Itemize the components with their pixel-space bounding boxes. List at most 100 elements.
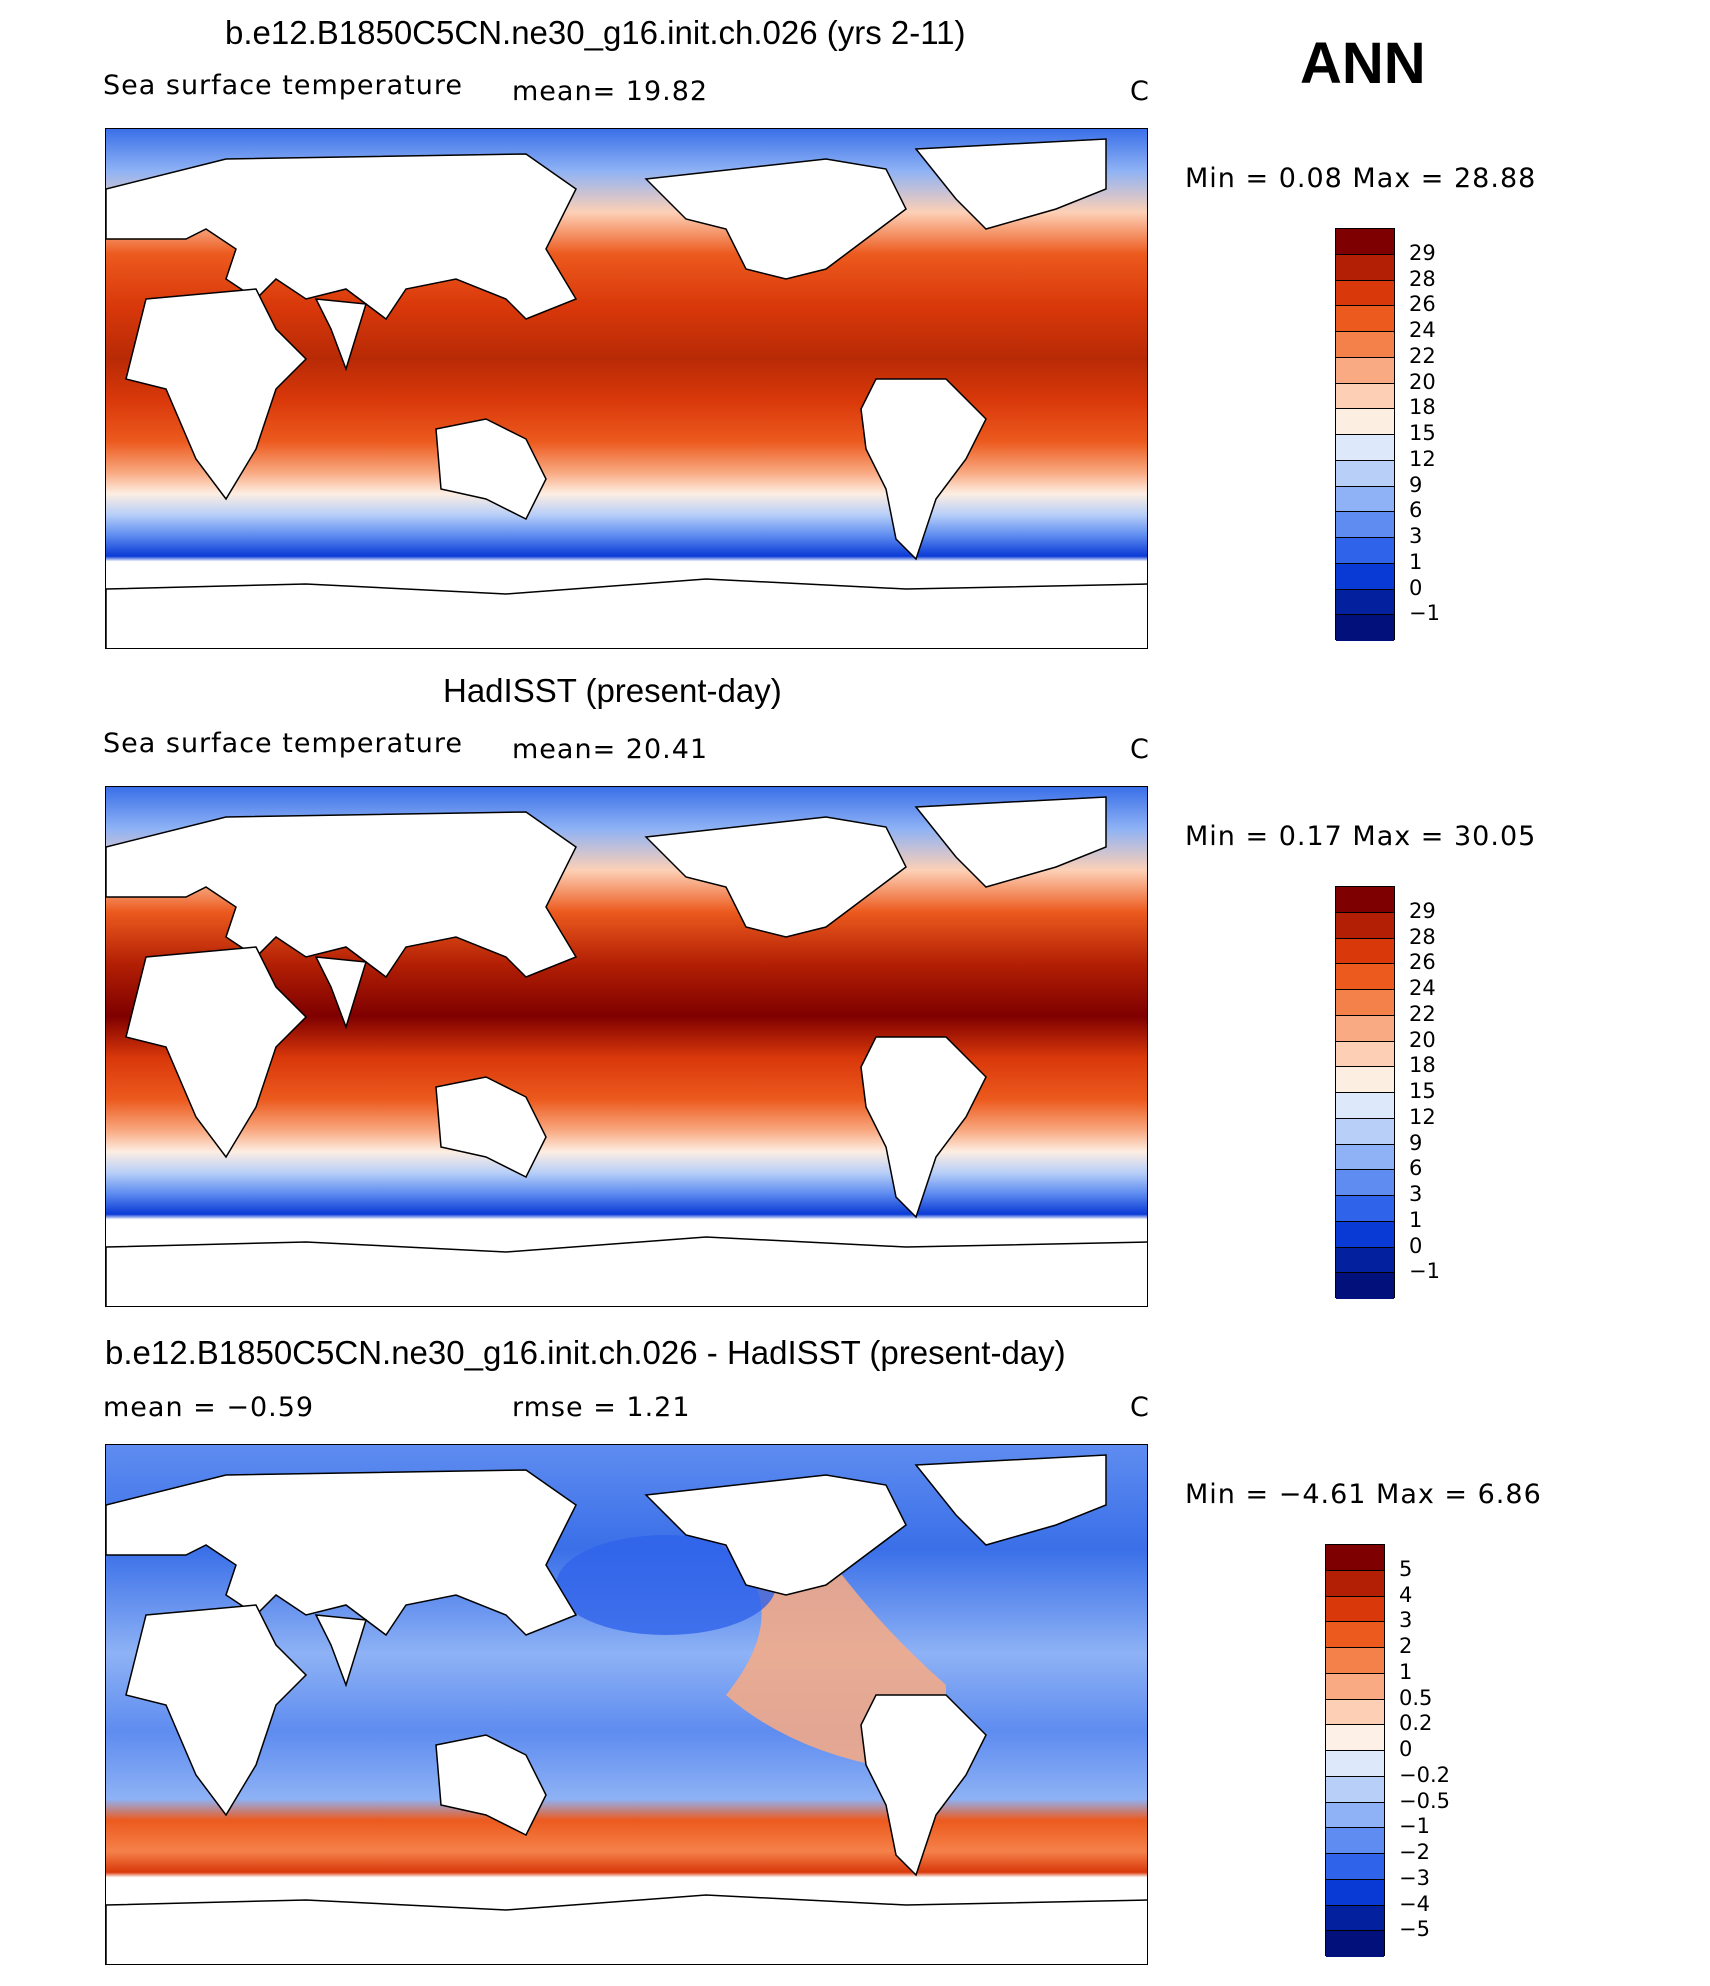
panel2-colorbar <box>1335 886 1395 1299</box>
colorbar-swatch <box>1326 1802 1384 1829</box>
colorbar-swatch <box>1336 280 1394 307</box>
colorbar-swatch <box>1336 1015 1394 1042</box>
colorbar-swatch <box>1336 964 1394 990</box>
colorbar-swatch <box>1336 1093 1394 1119</box>
colorbar-label: 24 <box>1409 976 1436 1000</box>
colorbar-swatch <box>1336 435 1394 461</box>
colorbar-swatch <box>1336 615 1394 641</box>
colorbar-swatch <box>1336 938 1394 965</box>
colorbar-swatch <box>1336 912 1394 939</box>
colorbar-swatch <box>1336 306 1394 332</box>
panel1-title: b.e12.B1850C5CN.ne30_g16.init.ch.026 (yr… <box>225 14 966 51</box>
colorbar-label: 0 <box>1409 1233 1423 1258</box>
panel2-map-svg <box>106 787 1147 1306</box>
colorbar-label: 3 <box>1399 1608 1413 1633</box>
colorbar-swatch <box>1336 563 1394 590</box>
colorbar-swatch <box>1336 357 1394 384</box>
colorbar-label: 1 <box>1409 1207 1423 1232</box>
colorbar-label: 28 <box>1409 924 1436 949</box>
colorbar-swatch <box>1336 332 1394 358</box>
colorbar-swatch <box>1326 1673 1384 1700</box>
panel3-mean: mean = −0.59 <box>103 1392 315 1423</box>
colorbar-label: 12 <box>1409 1104 1436 1129</box>
panel2-map <box>105 786 1148 1307</box>
colorbar-swatch <box>1326 1931 1384 1957</box>
panel3-map <box>105 1444 1148 1965</box>
colorbar-label: 22 <box>1409 1001 1436 1026</box>
colorbar-swatch <box>1336 1067 1394 1093</box>
colorbar-label: 0.5 <box>1399 1685 1433 1710</box>
colorbar-swatch <box>1326 1854 1384 1880</box>
colorbar-swatch <box>1336 1041 1394 1068</box>
colorbar-swatch <box>1336 460 1394 487</box>
colorbar-swatch <box>1336 254 1394 281</box>
colorbar-label: 2 <box>1399 1634 1413 1658</box>
colorbar-swatch <box>1336 1170 1394 1196</box>
panel3-map-svg <box>106 1445 1147 1964</box>
colorbar-label: 4 <box>1399 1582 1413 1607</box>
panel2-title: HadISST (present-day) <box>443 672 782 709</box>
colorbar-label: 29 <box>1409 898 1436 923</box>
colorbar-label: 1 <box>1409 549 1423 574</box>
colorbar-swatch <box>1336 383 1394 410</box>
colorbar-label: 12 <box>1409 446 1436 471</box>
panel1-map <box>105 128 1148 649</box>
season-label: ANN <box>1300 31 1426 96</box>
panel1-unit: C <box>1130 76 1150 107</box>
panel3-rmse: rmse = 1.21 <box>512 1392 691 1423</box>
colorbar-swatch <box>1336 887 1394 913</box>
colorbar-label: 9 <box>1409 1130 1423 1155</box>
colorbar-label: 28 <box>1409 266 1436 291</box>
colorbar-label: 5 <box>1399 1556 1413 1581</box>
colorbar-swatch <box>1326 1622 1384 1648</box>
colorbar-swatch <box>1336 512 1394 538</box>
colorbar-swatch <box>1326 1648 1384 1674</box>
panel2-variable-label: Sea surface temperature <box>103 728 463 759</box>
panel1-variable-label: Sea surface temperature <box>103 70 463 101</box>
colorbar-swatch <box>1336 229 1394 255</box>
panel1-map-svg <box>106 129 1147 648</box>
colorbar-swatch <box>1326 1879 1384 1906</box>
colorbar-label: −3 <box>1399 1865 1430 1890</box>
colorbar-label: 29 <box>1409 240 1436 265</box>
colorbar-swatch <box>1326 1776 1384 1803</box>
colorbar-label: 26 <box>1409 292 1436 317</box>
colorbar-swatch <box>1326 1699 1384 1726</box>
colorbar-label: 0 <box>1409 575 1423 600</box>
colorbar-swatch <box>1326 1725 1384 1751</box>
colorbar-swatch <box>1336 1118 1394 1145</box>
panel3-unit: C <box>1130 1392 1150 1423</box>
colorbar-label: −5 <box>1399 1917 1430 1942</box>
panel3-land <box>106 1454 1147 1964</box>
colorbar-label: 22 <box>1409 343 1436 368</box>
colorbar-swatch <box>1326 1545 1384 1571</box>
colorbar-swatch <box>1336 1144 1394 1171</box>
colorbar-label: 0 <box>1399 1737 1413 1761</box>
panel1-colorbar <box>1335 228 1395 641</box>
colorbar-label: 3 <box>1409 524 1423 548</box>
colorbar-swatch <box>1326 1828 1384 1854</box>
colorbar-swatch <box>1336 486 1394 513</box>
colorbar-swatch <box>1336 1247 1394 1274</box>
colorbar-label: −1 <box>1409 1259 1440 1284</box>
colorbar-label: 18 <box>1409 395 1436 420</box>
colorbar-swatch <box>1336 538 1394 564</box>
colorbar-swatch <box>1326 1570 1384 1597</box>
colorbar-swatch <box>1336 1196 1394 1222</box>
colorbar-label: −0.5 <box>1399 1788 1450 1813</box>
colorbar-swatch <box>1326 1751 1384 1777</box>
panel1-mean: mean= 19.82 <box>512 76 709 107</box>
panel2-unit: C <box>1130 734 1150 765</box>
colorbar-label: 6 <box>1409 1156 1423 1181</box>
colorbar-label: 6 <box>1409 498 1423 523</box>
panel3-colorbar <box>1325 1544 1385 1957</box>
panel2-mean: mean= 20.41 <box>512 734 709 765</box>
colorbar-swatch <box>1336 990 1394 1016</box>
colorbar-label: 20 <box>1409 369 1436 394</box>
colorbar-label: 3 <box>1409 1182 1423 1206</box>
colorbar-label: 0.2 <box>1399 1711 1433 1736</box>
colorbar-label: −0.2 <box>1399 1762 1450 1787</box>
panel1-minmax: Min = 0.08 Max = 28.88 <box>1185 163 1537 194</box>
colorbar-label: −1 <box>1399 1814 1430 1839</box>
colorbar-label: −2 <box>1399 1840 1430 1864</box>
